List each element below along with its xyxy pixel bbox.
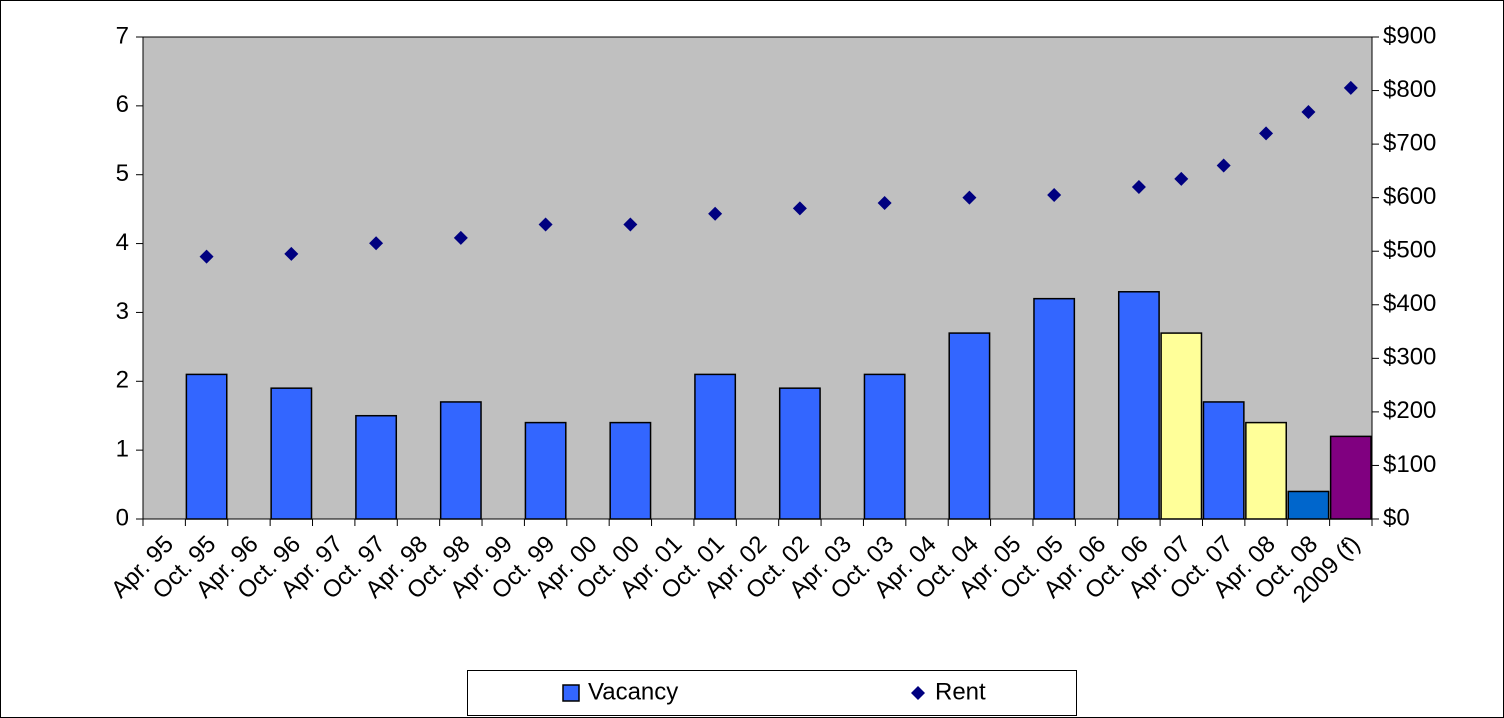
y2-tick-label: $400: [1383, 290, 1436, 317]
y2-tick-label: $300: [1383, 344, 1436, 371]
y-tick-label: 4: [116, 229, 129, 256]
y-tick-label: 5: [116, 160, 129, 187]
rent-point: [1301, 104, 1316, 119]
legend-marker: [911, 686, 925, 700]
bar: [694, 373, 737, 520]
bar: [1117, 291, 1160, 520]
bar: [1329, 435, 1372, 520]
rent-point: [1216, 158, 1231, 173]
bar: [524, 421, 567, 520]
bar: [1033, 297, 1076, 520]
legend-label: Rent: [935, 678, 986, 705]
rent-point: [1174, 171, 1189, 186]
bar: [1160, 332, 1203, 520]
rent-point: [284, 246, 299, 261]
rent-point: [1131, 179, 1146, 194]
legend-marker: [562, 684, 580, 702]
y-tick-label: 7: [116, 22, 129, 49]
y-tick-label: 2: [116, 367, 129, 394]
y2-tick-label: $200: [1383, 397, 1436, 424]
rent-point: [199, 249, 214, 264]
bar: [270, 387, 313, 520]
rent-point: [1259, 126, 1274, 141]
rent-point: [792, 201, 807, 216]
y2-tick-label: $100: [1383, 451, 1436, 478]
y-tick-label: 6: [116, 91, 129, 118]
y-tick-label: 1: [116, 435, 129, 462]
bar: [1287, 490, 1330, 520]
bar: [185, 373, 228, 520]
rent-point: [1343, 80, 1358, 95]
y2-tick-label: $600: [1383, 183, 1436, 210]
bar: [863, 373, 906, 520]
y-tick-label: 0: [116, 504, 129, 531]
y-tick-label: 3: [116, 298, 129, 325]
rent-point: [623, 217, 638, 232]
rent-point: [1047, 187, 1062, 202]
y2-tick-label: $900: [1383, 22, 1436, 49]
rent-point: [369, 236, 384, 251]
bar: [1245, 421, 1287, 520]
y2-tick-label: $700: [1383, 129, 1436, 156]
rent-point: [453, 230, 468, 245]
bar: [1202, 401, 1245, 520]
rent-point: [962, 190, 977, 205]
bar: [609, 421, 652, 520]
bar: [439, 401, 482, 520]
rent-point: [708, 206, 723, 221]
bar: [948, 332, 991, 520]
bar: [778, 387, 821, 520]
y2-tick-label: $800: [1383, 76, 1436, 103]
rent-point: [538, 217, 553, 232]
bar: [355, 414, 398, 520]
legend-label: Vacancy: [588, 678, 678, 705]
y2-tick-label: $0: [1383, 504, 1410, 531]
rent-point: [877, 196, 892, 211]
y2-tick-label: $500: [1383, 237, 1436, 264]
